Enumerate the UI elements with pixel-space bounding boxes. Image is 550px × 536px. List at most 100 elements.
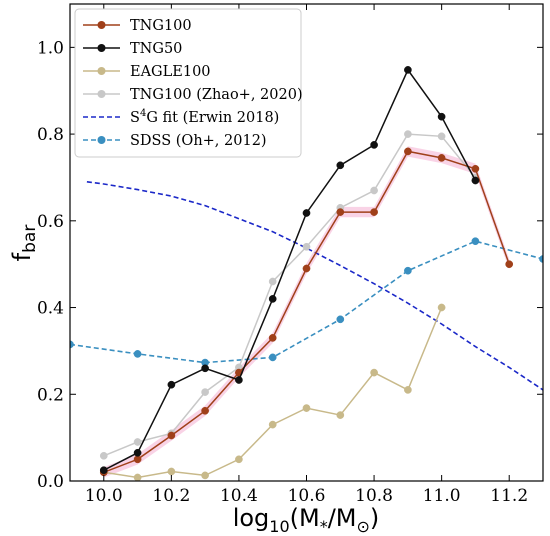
- data-point-tng50: [133, 448, 142, 457]
- data-point-eagle100: [437, 303, 446, 312]
- data-point-eagle100: [201, 471, 209, 480]
- data-point-tng50: [99, 466, 108, 475]
- data-point-tng100-zhao-2020: [404, 130, 412, 138]
- data-point-tng100-zhao-2020: [370, 186, 378, 195]
- series-line-tng100-zhao-2020: [103, 133, 476, 457]
- y-axis-title-sub: bar: [20, 225, 40, 253]
- data-point-eagle100: [404, 386, 412, 394]
- legend-marker-eagle100: [97, 67, 106, 75]
- data-point-sdss-oh-2012: [268, 353, 277, 362]
- legend-item-tng100: TNG100: [83, 18, 192, 34]
- data-point-tng100: [268, 334, 277, 342]
- data-point-eagle100: [268, 420, 277, 429]
- y-tick-label: 0.0: [37, 472, 64, 492]
- legend-label-eagle100: EAGLE100: [130, 64, 211, 80]
- data-point-eagle100: [370, 368, 378, 377]
- series-tng50: [99, 66, 480, 475]
- data-point-tng100: [505, 260, 514, 269]
- y-tick-label: 0.6: [37, 212, 64, 232]
- data-point-sdss-oh-2012: [539, 255, 543, 263]
- legend-item-tng50: TNG50: [83, 41, 182, 57]
- legend-item-sdss-oh-2012: SDSS (Oh+, 2012): [83, 133, 267, 149]
- legend-label-tng100: TNG100: [130, 18, 192, 34]
- series-line-tng50: [103, 68, 477, 471]
- data-point-sdss-oh-2012: [336, 315, 345, 324]
- data-point-eagle100: [167, 467, 176, 476]
- data-point-tng100: [437, 154, 446, 162]
- legend-item-s4g-fit-erwin-2018: S4G fit (Erwin 2018): [83, 108, 279, 126]
- x-axis-title-end: ): [370, 504, 379, 532]
- legend-label-s4g-fit-erwin-2018: S4G fit (Erwin 2018): [130, 108, 279, 126]
- data-point-tng100: [404, 147, 412, 156]
- x-tick-label: 10.4: [220, 486, 258, 506]
- x-axis-title-main: log: [233, 504, 270, 532]
- data-point-eagle100: [302, 404, 311, 412]
- y-tick-label: 0.8: [37, 125, 64, 145]
- data-point-sdss-oh-2012: [471, 237, 480, 246]
- x-axis-title-sun: ⊙: [357, 517, 370, 536]
- x-tick-label: 10.2: [152, 486, 190, 506]
- data-point-tng50: [471, 176, 480, 185]
- legend-item-tng100-zhao-2020: TNG100 (Zhao+, 2020): [83, 87, 303, 103]
- data-point-tng100-zhao-2020: [268, 277, 277, 286]
- data-point-tng50: [404, 66, 412, 74]
- data-point-tng100: [201, 406, 209, 415]
- y-tick-label: 0.2: [37, 385, 64, 405]
- series-tng100: [99, 147, 514, 477]
- data-point-tng100-zhao-2020: [201, 388, 209, 396]
- data-point-tng50: [167, 380, 176, 389]
- data-point-tng100: [302, 264, 311, 273]
- data-point-tng50: [437, 112, 446, 121]
- legend-marker-tng100: [97, 21, 106, 29]
- legend-item-eagle100: EAGLE100: [83, 64, 211, 80]
- data-point-tng50: [336, 161, 345, 170]
- legend-marker-tng100-zhao-2020: [97, 90, 106, 98]
- y-tick-label: 0.4: [37, 299, 64, 319]
- legend-label-tng50: TNG50: [130, 41, 182, 57]
- y-tick-label: 1.0: [37, 38, 64, 58]
- legend-box: [74, 8, 302, 158]
- x-tick-label: 11.0: [423, 486, 461, 506]
- data-point-tng100: [370, 208, 378, 216]
- axis-ticks: 10.0 10.2 10.4 10.6 10.8 11.0 11.2 0.0 0.2 0.4 0.6…: [37, 4, 543, 506]
- data-point-eagle100: [133, 473, 142, 481]
- x-axis-title-rest: (M: [290, 504, 320, 532]
- y-axis-title: fbar: [8, 225, 40, 262]
- data-point-tng100: [133, 455, 142, 464]
- data-point-tng100-zhao-2020: [99, 451, 108, 460]
- legend-label-tng100-zhao-2020: TNG100 (Zhao+, 2020): [130, 87, 303, 103]
- x-tick-label: 10.0: [85, 486, 123, 506]
- series-layer: [70, 66, 543, 481]
- data-point-tng50: [302, 209, 311, 217]
- data-point-sdss-oh-2012: [404, 266, 412, 275]
- legend-marker-sdss-oh-2012: [97, 136, 106, 144]
- data-point-tng100-zhao-2020: [302, 242, 311, 251]
- data-point-tng50: [268, 295, 277, 303]
- legend: TNG100 TNG50 EAGLE100 TNG100 (Zhao+, 2020) S…: [74, 8, 303, 158]
- series-s4g-fit-erwin-2018: [86, 181, 543, 391]
- x-tick-label: 11.2: [490, 486, 528, 506]
- series-eagle100: [99, 303, 446, 481]
- data-point-tng100: [471, 164, 480, 173]
- x-axis-title: log10(M*/M⊙): [233, 504, 380, 536]
- data-point-eagle100: [235, 455, 243, 464]
- data-point-tng50: [235, 376, 243, 384]
- legend-marker-tng50: [97, 44, 106, 52]
- series-line-s4g-fit-erwin-2018: [86, 181, 543, 391]
- series-line-sdss-oh-2012: [70, 240, 543, 364]
- x-axis-title-star: *: [320, 517, 328, 536]
- data-point-tng100-zhao-2020: [437, 132, 446, 141]
- x-axis-title-mid: /M: [328, 504, 357, 532]
- x-tick-label: 10.6: [288, 486, 326, 506]
- data-point-tng50: [201, 364, 209, 373]
- legend-label-sdss-oh-2012: SDSS (Oh+, 2012): [130, 133, 267, 149]
- data-point-sdss-oh-2012: [133, 350, 142, 358]
- data-point-tng100: [336, 208, 345, 216]
- data-point-tng100-zhao-2020: [133, 438, 142, 446]
- y-axis-title-main: f: [8, 252, 36, 261]
- data-point-eagle100: [336, 411, 345, 419]
- data-point-tng50: [370, 141, 378, 149]
- x-tick-label: 10.8: [355, 486, 393, 506]
- legend-entries: TNG100 TNG50 EAGLE100 TNG100 (Zhao+, 2020) S…: [83, 18, 303, 149]
